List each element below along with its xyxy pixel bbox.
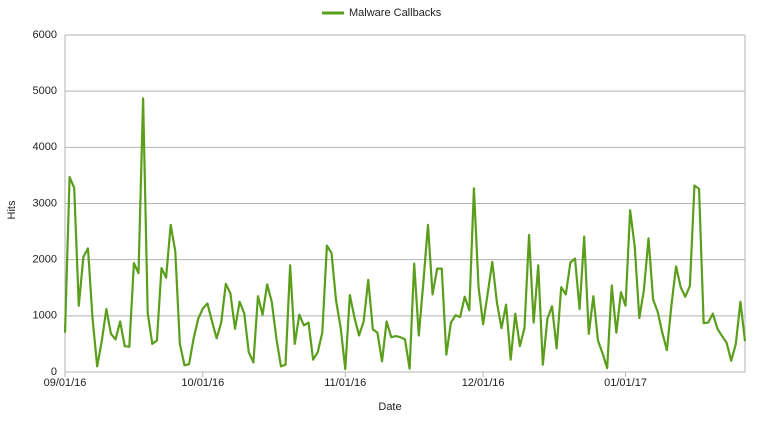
x-tick-label: 10/01/16 xyxy=(181,377,224,389)
x-tick-label: 09/01/16 xyxy=(44,377,87,389)
y-tick-label: 0 xyxy=(51,366,57,378)
x-tick-label: 11/01/16 xyxy=(324,377,366,389)
y-tick-label: 3000 xyxy=(33,197,57,209)
x-tick-label: 01/01/17 xyxy=(604,377,647,389)
y-axis-label: Hits xyxy=(6,200,18,219)
data-line xyxy=(63,97,747,371)
y-tick-label: 6000 xyxy=(33,29,57,41)
y-tick-label: 5000 xyxy=(33,85,57,97)
y-tick-label: 4000 xyxy=(33,141,57,153)
legend-label: Malware Callbacks xyxy=(349,7,442,19)
y-tick-label: 1000 xyxy=(33,310,57,322)
y-tick-label: 2000 xyxy=(33,254,57,266)
x-axis-label: Date xyxy=(378,401,401,413)
x-tick-label: 12/01/16 xyxy=(462,377,505,389)
